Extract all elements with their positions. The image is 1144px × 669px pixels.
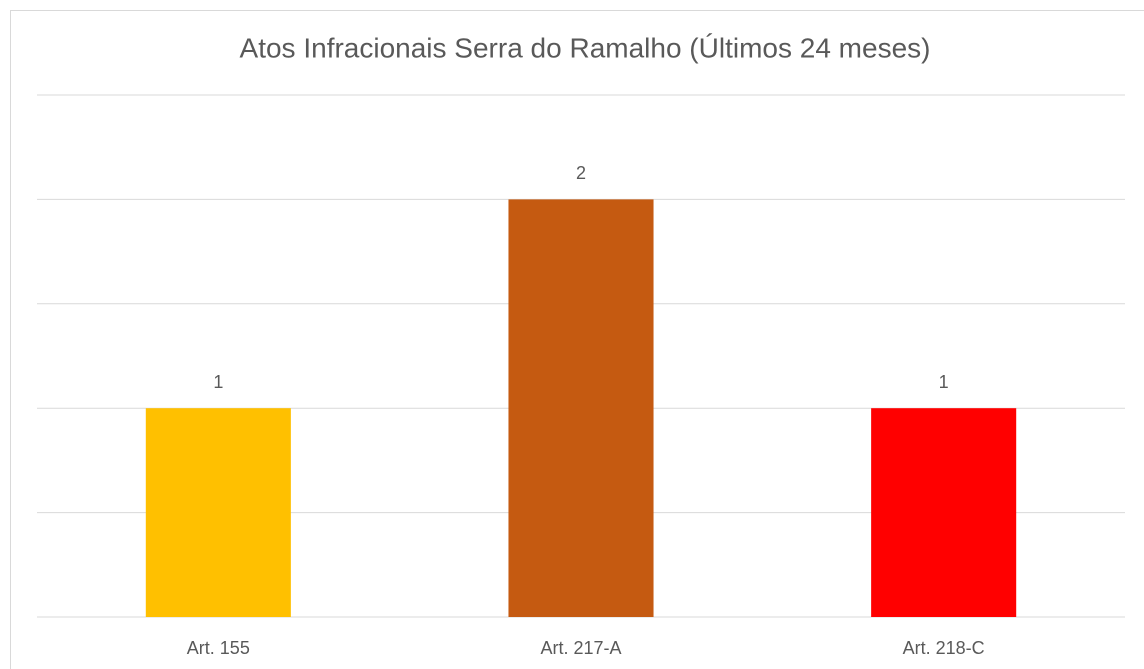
data-label: 1 (939, 372, 949, 392)
bar (145, 408, 291, 617)
x-tick-label: Art. 217-A (540, 638, 621, 658)
bar (871, 408, 1017, 617)
data-label: 2 (576, 163, 586, 183)
x-tick-label: Art. 155 (187, 638, 250, 658)
data-label: 1 (213, 372, 223, 392)
chart-title: Atos Infracionais Serra do Ramalho (Últi… (240, 32, 931, 63)
x-tick-label: Art. 218-C (903, 638, 985, 658)
bar (508, 199, 654, 617)
